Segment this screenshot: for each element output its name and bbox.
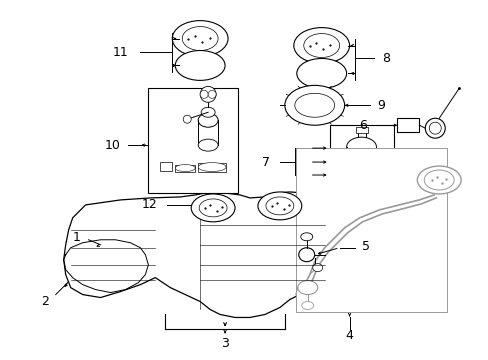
Ellipse shape [416, 166, 460, 194]
Polygon shape [63, 192, 331, 318]
Bar [329, 125, 394, 205]
Text: 2: 2 [41, 295, 49, 308]
Ellipse shape [172, 21, 227, 57]
Bar [198, 163, 225, 172]
Ellipse shape [300, 233, 312, 241]
Text: 1: 1 [73, 231, 81, 244]
Ellipse shape [296, 58, 346, 88]
Ellipse shape [201, 107, 215, 117]
Ellipse shape [293, 28, 349, 63]
Bar [148, 88, 238, 193]
Ellipse shape [198, 113, 218, 127]
Bar [175, 165, 195, 172]
Text: 11: 11 [112, 46, 128, 59]
Ellipse shape [200, 90, 208, 98]
Bar [397, 118, 419, 132]
Ellipse shape [294, 93, 334, 117]
Text: 7: 7 [262, 156, 269, 168]
Ellipse shape [198, 139, 218, 151]
Ellipse shape [199, 199, 226, 217]
Ellipse shape [200, 86, 216, 102]
Ellipse shape [285, 85, 344, 125]
Ellipse shape [346, 167, 376, 187]
Bar [363, 182, 371, 188]
Ellipse shape [312, 264, 322, 272]
Text: 12: 12 [142, 198, 157, 211]
Bar [353, 182, 361, 188]
Ellipse shape [428, 122, 440, 134]
Ellipse shape [297, 280, 317, 294]
Bar [355, 127, 367, 133]
Ellipse shape [425, 118, 444, 138]
Ellipse shape [424, 170, 453, 190]
Ellipse shape [175, 50, 224, 80]
Ellipse shape [303, 33, 339, 58]
Bar [358, 188, 364, 192]
Ellipse shape [265, 197, 293, 215]
Ellipse shape [182, 27, 218, 50]
Ellipse shape [198, 163, 225, 171]
Ellipse shape [208, 90, 216, 98]
Ellipse shape [175, 165, 195, 171]
Ellipse shape [301, 302, 313, 310]
Text: 8: 8 [382, 52, 389, 65]
Ellipse shape [183, 115, 191, 123]
Text: 5: 5 [361, 240, 369, 253]
Text: 9: 9 [377, 99, 385, 112]
Text: 3: 3 [221, 337, 228, 350]
Ellipse shape [196, 196, 227, 214]
Ellipse shape [191, 194, 235, 222]
Ellipse shape [258, 192, 301, 220]
Text: 10: 10 [104, 139, 120, 152]
Ellipse shape [346, 137, 376, 157]
Ellipse shape [202, 200, 222, 210]
Ellipse shape [298, 248, 314, 262]
Bar [160, 162, 172, 171]
Text: 6: 6 [358, 119, 366, 132]
Text: 4: 4 [345, 329, 353, 342]
Bar [295, 148, 447, 312]
